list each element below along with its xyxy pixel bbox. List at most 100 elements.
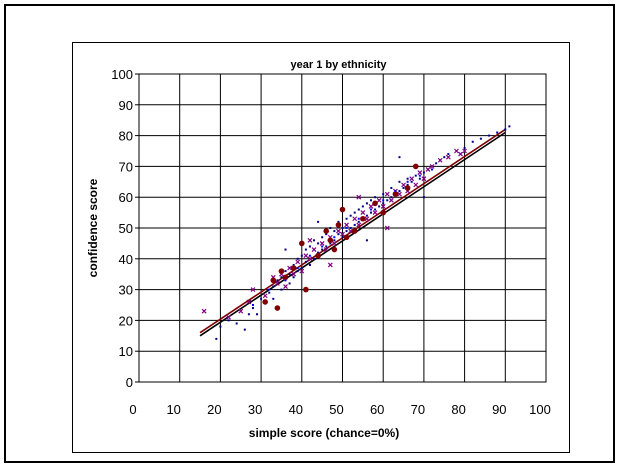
- x-tick-label: 10: [166, 402, 180, 417]
- data-point-dot: [276, 279, 279, 282]
- data-point-x: [287, 265, 293, 271]
- x-marker-stroke: [287, 265, 293, 271]
- data-point-dot: [296, 267, 299, 270]
- x-marker-stroke: [413, 182, 419, 188]
- x-tick-label: 30: [248, 402, 262, 417]
- data-point-circle: [339, 206, 346, 213]
- data-point-x: [458, 151, 463, 157]
- data-point-dot: [382, 193, 385, 196]
- data-point-dot: [471, 140, 474, 143]
- data-point-dot: [333, 239, 336, 242]
- data-point-x: [238, 308, 244, 314]
- data-point-dot: [247, 313, 250, 316]
- data-point-dot: [308, 254, 311, 257]
- x-marker-stroke: [409, 176, 415, 182]
- data-point-dot: [357, 220, 360, 223]
- data-point-dot: [479, 137, 482, 140]
- x-marker-stroke: [299, 268, 305, 274]
- data-point-dot: [353, 223, 356, 226]
- data-point-x: [368, 204, 374, 209]
- x-marker-stroke: [437, 157, 443, 163]
- data-point-x: [437, 157, 443, 163]
- x-marker-stroke: [368, 204, 374, 209]
- data-point-dot: [272, 285, 275, 288]
- data-point-dot: [431, 168, 434, 171]
- data-point-x: [417, 170, 423, 175]
- y-tick-label: 90: [119, 98, 133, 113]
- data-point-x: [380, 204, 386, 209]
- x-marker-stroke: [397, 191, 402, 197]
- data-point-dot: [406, 180, 409, 183]
- data-point-circle: [290, 265, 297, 271]
- data-point-dot: [321, 236, 324, 239]
- data-point-dot: [321, 248, 324, 251]
- data-point-dot: [325, 233, 328, 236]
- data-point-dot: [488, 134, 491, 137]
- x-marker-stroke: [307, 237, 313, 243]
- data-point-dot: [414, 174, 417, 177]
- y-tick-label: 60: [119, 190, 133, 205]
- data-point-circle: [299, 240, 305, 247]
- chart-title: year 1 by ethnicity: [291, 59, 388, 71]
- data-point-dot: [296, 257, 299, 260]
- data-point-circle: [372, 200, 378, 207]
- data-point-dot: [304, 248, 307, 251]
- x-marker-stroke: [201, 308, 207, 314]
- data-point-dot: [435, 162, 438, 165]
- data-point-dot: [317, 251, 320, 254]
- data-point-x: [462, 148, 468, 154]
- data-point-circle: [412, 163, 419, 170]
- data-point-dot: [313, 257, 316, 260]
- data-point-dot: [349, 214, 352, 217]
- data-point-dot: [374, 208, 377, 211]
- data-point-dot: [341, 227, 344, 229]
- y-tick-label: 10: [119, 344, 133, 359]
- data-point-dot: [382, 202, 385, 205]
- data-point-dot: [268, 288, 271, 291]
- data-point-dot: [357, 217, 360, 220]
- data-point-circle: [360, 215, 366, 222]
- x-marker-stroke: [425, 167, 431, 172]
- x-tick-label: 50: [329, 402, 343, 417]
- data-point-x: [376, 197, 382, 203]
- data-point-dot: [235, 322, 238, 325]
- x-marker-stroke: [283, 284, 288, 289]
- data-point-dot: [280, 288, 283, 291]
- data-point-dot: [317, 220, 320, 223]
- data-point-x: [283, 284, 288, 289]
- data-point-dot: [272, 297, 275, 300]
- data-point-dot: [398, 180, 401, 183]
- y-axis-title: confidence score: [86, 178, 100, 277]
- data-point-circle: [343, 234, 350, 241]
- data-point-dot: [496, 131, 499, 134]
- data-point-circle: [278, 268, 285, 274]
- data-point-dot: [329, 227, 332, 229]
- data-point-dot: [251, 304, 254, 306]
- data-point-dot: [402, 186, 405, 189]
- data-point-dot: [284, 279, 287, 282]
- data-point-dot: [325, 245, 328, 248]
- data-point-x: [388, 197, 394, 203]
- x-marker-stroke: [454, 148, 459, 154]
- x-marker-stroke: [445, 154, 451, 160]
- x-marker-stroke: [226, 314, 231, 320]
- x-marker-stroke: [327, 262, 333, 268]
- data-point-x: [401, 182, 406, 188]
- x-marker-stroke: [295, 259, 301, 265]
- data-point-dot: [345, 217, 348, 220]
- data-point-dot: [365, 214, 368, 217]
- y-tick-label: 0: [126, 375, 133, 390]
- data-point-dot: [394, 190, 397, 193]
- x-marker-stroke: [380, 204, 386, 209]
- y-tick-label: 30: [119, 283, 133, 298]
- data-point-dot: [398, 156, 401, 159]
- data-point-circle: [323, 228, 330, 234]
- data-point-x: [336, 228, 341, 234]
- data-point-x: [250, 287, 256, 293]
- data-point-circle: [303, 286, 309, 293]
- data-point-dot: [308, 245, 311, 248]
- data-point-x: [303, 253, 309, 259]
- data-point-x: [425, 167, 431, 172]
- data-point-dot: [406, 183, 409, 186]
